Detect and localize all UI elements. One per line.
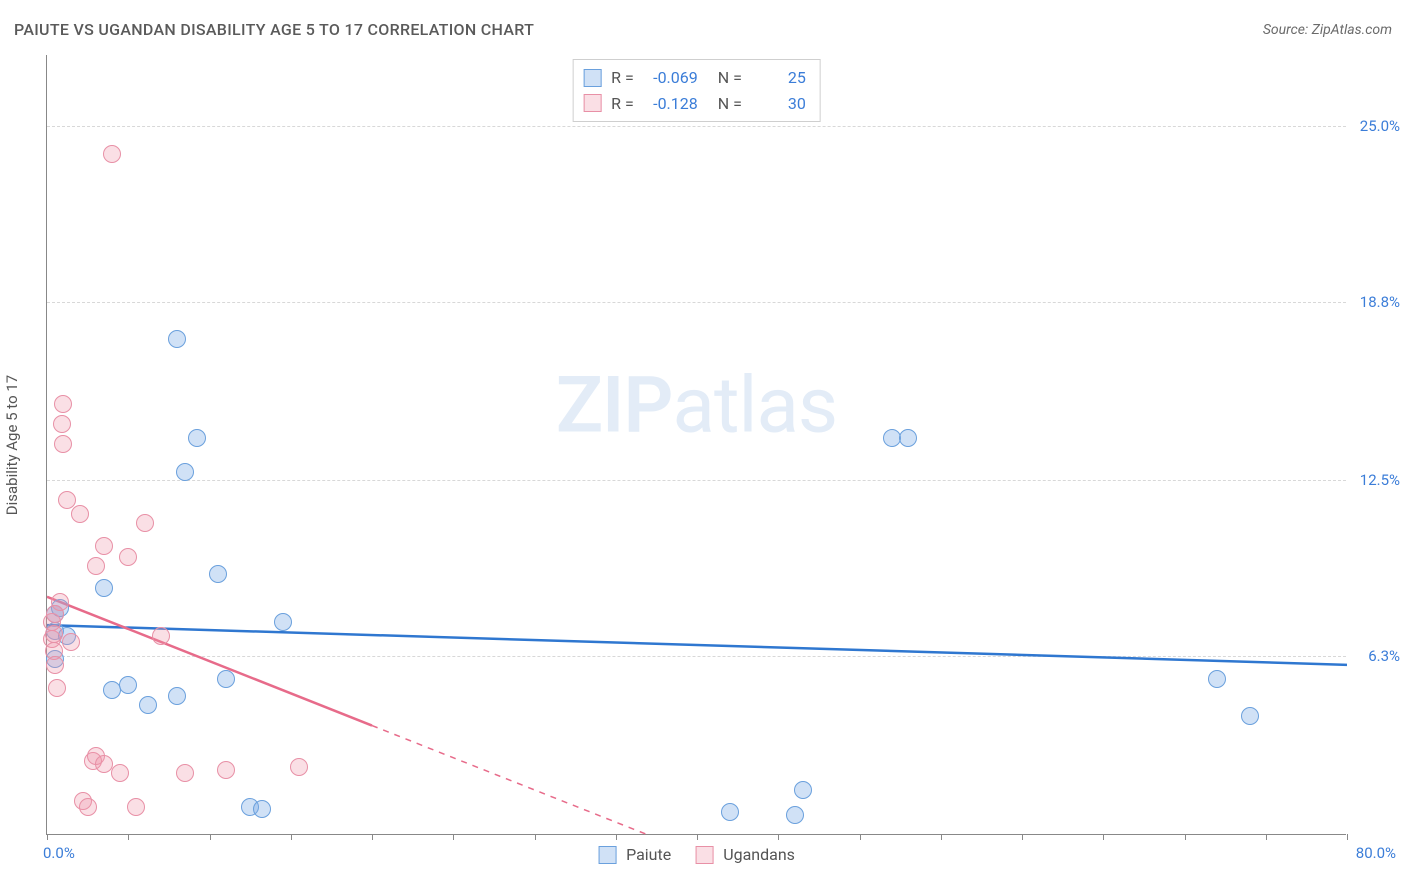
watermark: ZIPatlas	[556, 360, 837, 451]
watermark-bold: ZIP	[556, 360, 673, 451]
data-point-paiute	[188, 429, 206, 447]
y-tick-label: 18.8%	[1360, 293, 1400, 311]
data-point-paiute	[168, 330, 186, 348]
data-point-ugandans	[103, 145, 121, 163]
n-label-ugandans: N =	[718, 91, 742, 117]
data-point-ugandans	[127, 798, 145, 816]
trendline-paiute	[47, 625, 1347, 665]
correlation-legend: R = -0.069 N = 25 R = -0.128 N = 30	[572, 59, 821, 122]
data-point-ugandans	[87, 557, 105, 575]
watermark-rest: atlas	[673, 360, 838, 451]
gridline	[47, 656, 1346, 657]
x-tick	[291, 834, 292, 840]
x-tick	[47, 834, 48, 840]
x-tick	[1103, 834, 1104, 840]
y-tick-label: 25.0%	[1360, 117, 1400, 135]
r-label-ugandans: R =	[611, 91, 634, 117]
data-point-paiute	[1241, 707, 1259, 725]
legend-item-paiute: Paiute	[598, 845, 671, 864]
data-point-paiute	[253, 800, 271, 818]
chart-title: PAIUTE VS UGANDAN DISABILITY AGE 5 TO 17…	[14, 20, 534, 39]
data-point-ugandans	[95, 537, 113, 555]
plot-region: ZIPatlas 6.3%12.5%18.8%25.0% 0.0% 80.0% …	[46, 55, 1346, 835]
data-point-ugandans	[152, 627, 170, 645]
x-tick	[535, 834, 536, 840]
data-point-ugandans	[136, 514, 154, 532]
chart-source: Source: ZipAtlas.com	[1263, 22, 1392, 38]
trendline-ugandans-extrapolated	[372, 726, 648, 835]
data-point-paiute	[139, 696, 157, 714]
data-point-paiute	[794, 781, 812, 799]
x-tick	[778, 834, 779, 840]
legend-label-paiute: Paiute	[626, 845, 671, 864]
y-tick-label: 6.3%	[1368, 647, 1400, 665]
data-point-ugandans	[51, 593, 69, 611]
data-point-ugandans	[79, 798, 97, 816]
legend-row-ugandans: R = -0.128 N = 30	[583, 91, 806, 117]
data-point-paiute	[1208, 670, 1226, 688]
swatch-ugandans	[583, 94, 601, 112]
chart-area: Disability Age 5 to 17 ZIPatlas 6.3%12.5…	[46, 55, 1346, 835]
data-point-paiute	[119, 676, 137, 694]
data-point-ugandans	[48, 679, 66, 697]
data-point-ugandans	[176, 764, 194, 782]
x-tick	[860, 834, 861, 840]
y-tick-label: 12.5%	[1360, 471, 1400, 489]
chart-header: PAIUTE VS UGANDAN DISABILITY AGE 5 TO 17…	[14, 20, 1392, 39]
x-tick	[616, 834, 617, 840]
x-tick	[941, 834, 942, 840]
data-point-ugandans	[95, 755, 113, 773]
trend-lines	[47, 55, 1347, 835]
legend-label-ugandans: Ugandans	[723, 845, 795, 864]
y-axis-title: Disability Age 5 to 17	[3, 375, 21, 515]
series-legend: Paiute Ugandans	[598, 845, 795, 864]
x-axis-max-label: 80.0%	[1356, 844, 1396, 862]
x-tick	[1347, 834, 1348, 840]
data-point-ugandans	[46, 656, 64, 674]
data-point-paiute	[217, 670, 235, 688]
x-tick	[372, 834, 373, 840]
gridline	[47, 480, 1346, 481]
swatch-ugandans-bottom	[695, 846, 713, 864]
x-tick	[1185, 834, 1186, 840]
gridline	[47, 126, 1346, 127]
x-tick	[1022, 834, 1023, 840]
r-value-paiute: -0.069	[640, 65, 698, 91]
data-point-ugandans	[62, 633, 80, 651]
x-tick	[453, 834, 454, 840]
data-point-paiute	[721, 803, 739, 821]
data-point-paiute	[899, 429, 917, 447]
data-point-paiute	[786, 806, 804, 824]
r-value-ugandans: -0.128	[640, 91, 698, 117]
legend-item-ugandans: Ugandans	[695, 845, 795, 864]
n-value-paiute: 25	[748, 65, 806, 91]
swatch-paiute-bottom	[598, 846, 616, 864]
trendline-ugandans	[47, 597, 372, 726]
swatch-paiute	[583, 69, 601, 87]
data-point-ugandans	[54, 395, 72, 413]
x-tick	[210, 834, 211, 840]
data-point-ugandans	[71, 505, 89, 523]
x-axis-min-label: 0.0%	[43, 844, 75, 862]
data-point-ugandans	[53, 415, 71, 433]
data-point-ugandans	[54, 435, 72, 453]
data-point-paiute	[176, 463, 194, 481]
data-point-paiute	[95, 579, 113, 597]
n-label-paiute: N =	[718, 65, 742, 91]
data-point-paiute	[168, 687, 186, 705]
gridline	[47, 302, 1346, 303]
r-label-paiute: R =	[611, 65, 634, 91]
data-point-ugandans	[217, 761, 235, 779]
n-value-ugandans: 30	[748, 91, 806, 117]
legend-row-paiute: R = -0.069 N = 25	[583, 65, 806, 91]
x-tick	[128, 834, 129, 840]
data-point-ugandans	[290, 758, 308, 776]
data-point-ugandans	[119, 548, 137, 566]
data-point-ugandans	[111, 764, 129, 782]
data-point-paiute	[274, 613, 292, 631]
data-point-paiute	[209, 565, 227, 583]
data-point-ugandans	[45, 625, 63, 643]
x-tick	[1266, 834, 1267, 840]
x-tick	[697, 834, 698, 840]
